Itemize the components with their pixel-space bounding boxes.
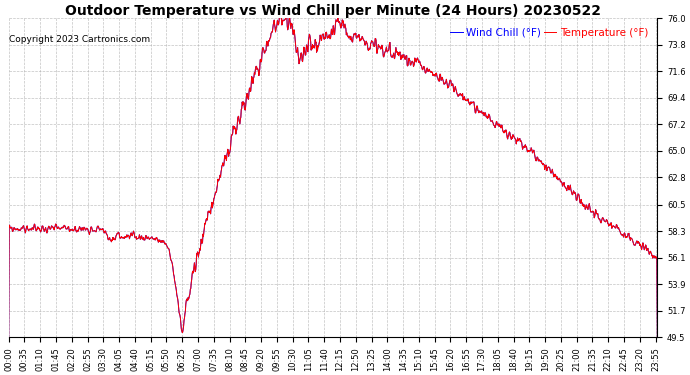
Temperature (°F) [277,10,285,14]
Temperature (°F) [5,335,13,339]
Wind Chill (°F) [277,10,285,14]
Temperature (°F) [577,201,585,206]
Wind Chill (°F) [520,144,528,149]
Legend: Wind Chill (°F), Temperature (°F): Wind Chill (°F), Temperature (°F) [446,23,652,42]
Temperature (°F) [149,237,157,241]
Title: Outdoor Temperature vs Wind Chill per Minute (24 Hours) 20230522: Outdoor Temperature vs Wind Chill per Mi… [65,4,601,18]
Wind Chill (°F) [577,201,585,206]
Temperature (°F) [133,236,141,241]
Text: Copyright 2023 Cartronics.com: Copyright 2023 Cartronics.com [9,35,150,44]
Wind Chill (°F) [653,335,662,339]
Wind Chill (°F) [149,237,157,241]
Temperature (°F) [653,335,662,339]
Wind Chill (°F) [133,236,141,241]
Wind Chill (°F) [5,335,13,339]
Line: Temperature (°F): Temperature (°F) [9,12,658,337]
Temperature (°F) [520,144,528,149]
Temperature (°F) [435,78,443,82]
Temperature (°F) [221,156,230,160]
Line: Wind Chill (°F): Wind Chill (°F) [9,12,658,337]
Wind Chill (°F) [221,156,230,160]
Wind Chill (°F) [435,78,443,82]
